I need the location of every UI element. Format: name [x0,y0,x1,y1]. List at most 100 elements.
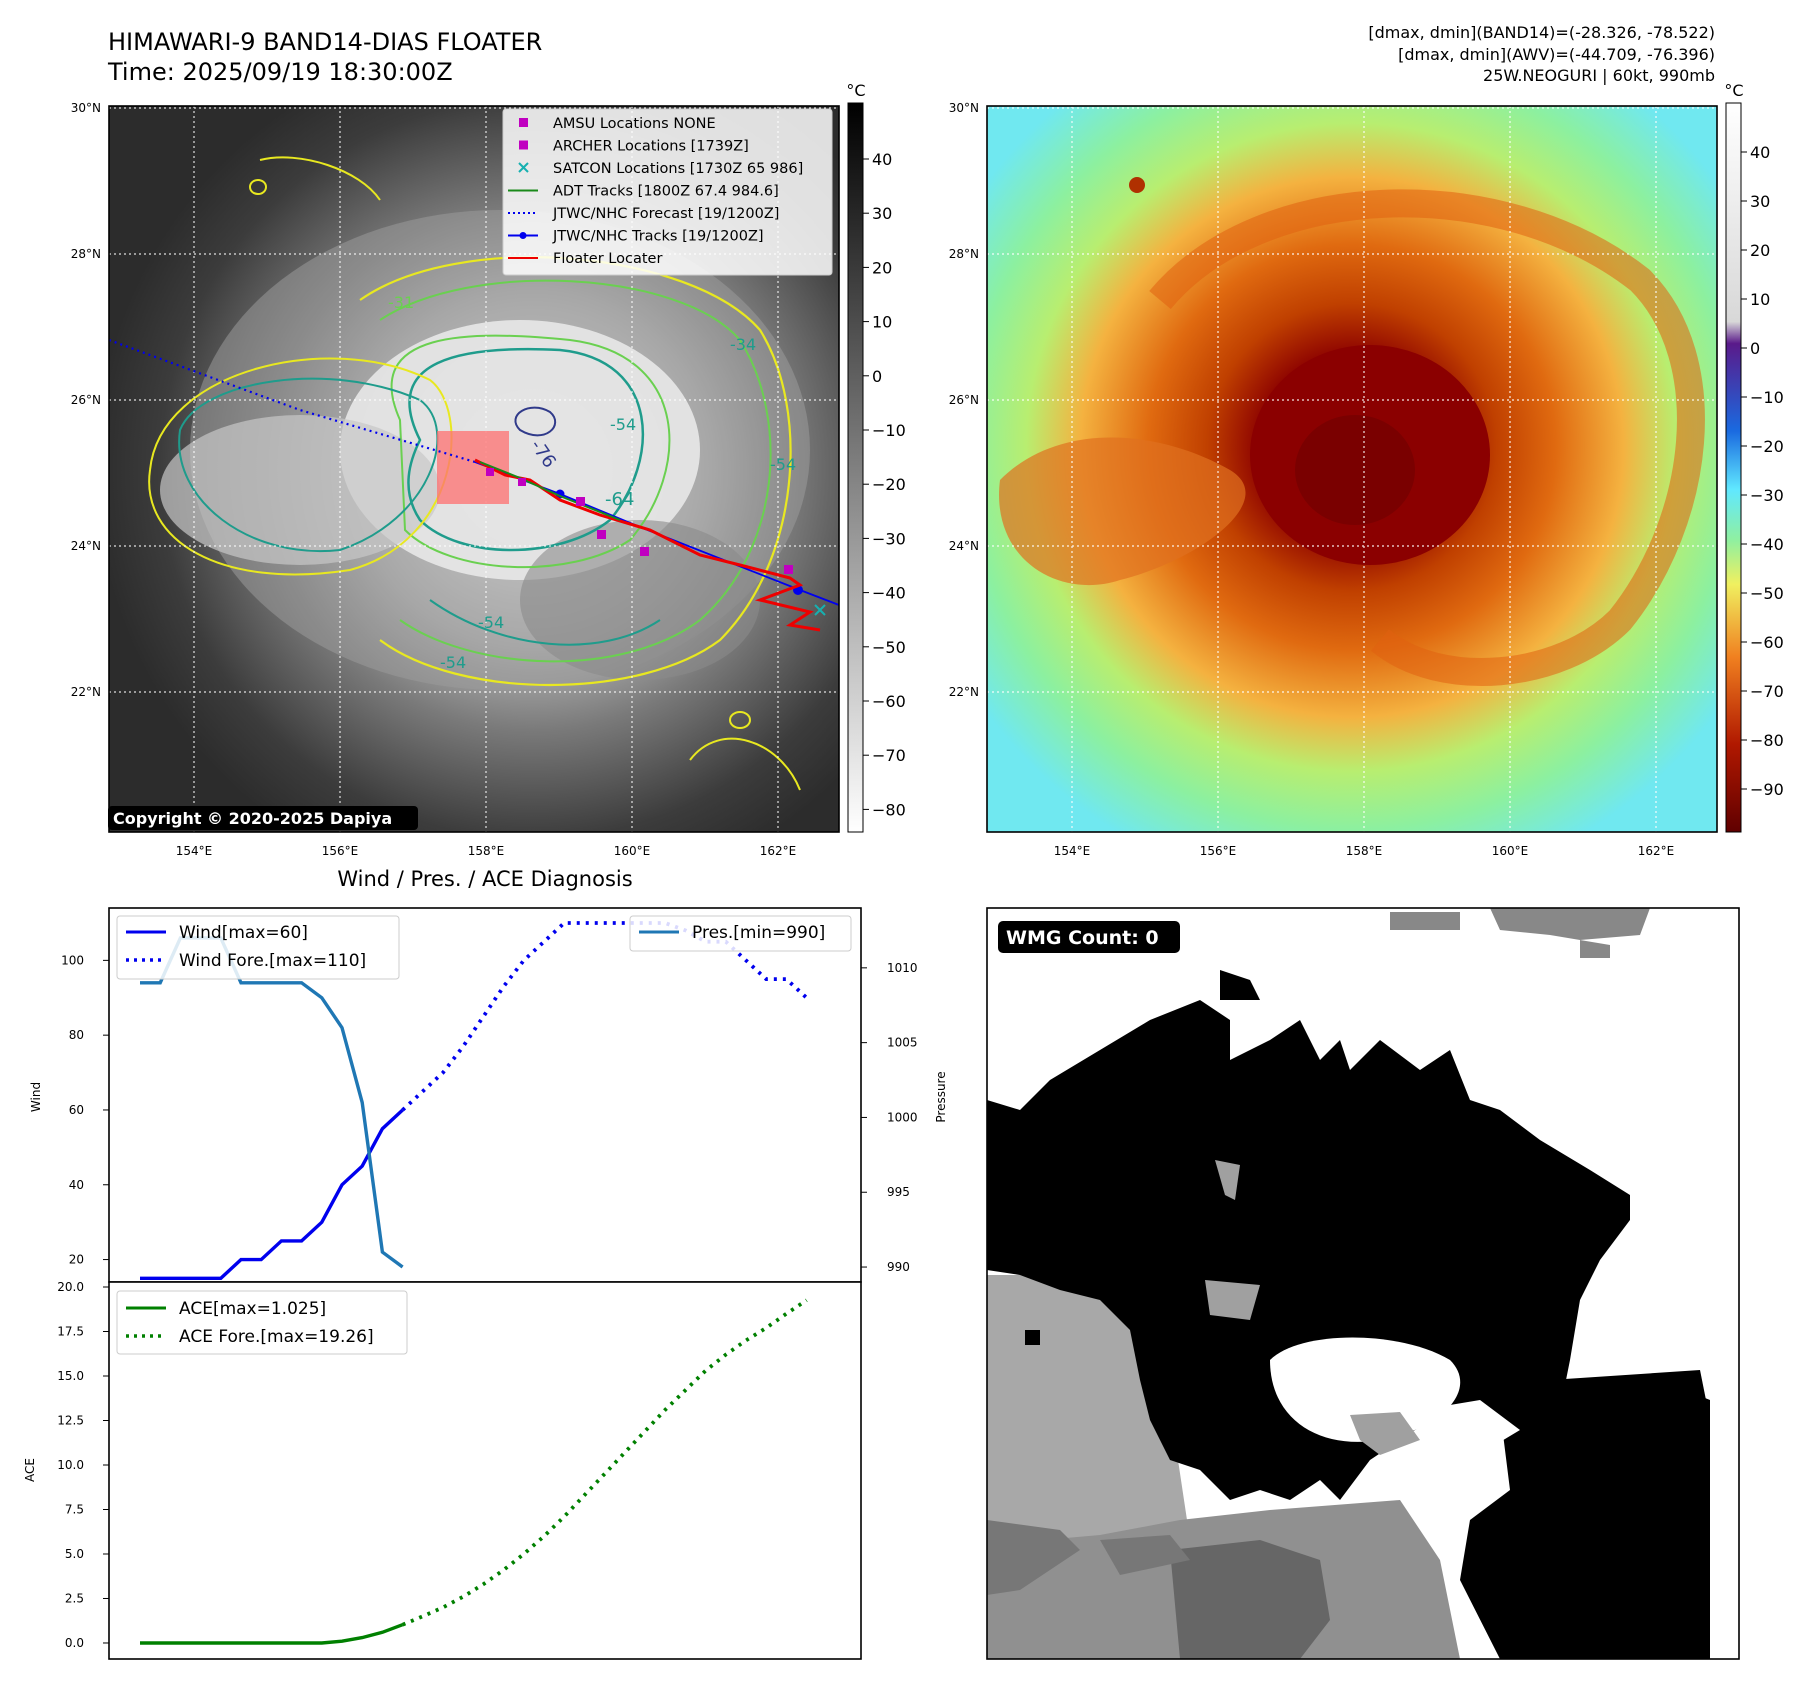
legend-marker-x [518,162,529,173]
archer-marker [486,468,494,476]
contour-label: -54 [770,455,796,474]
pressure-tick-label: 995 [887,1185,910,1199]
ace-tick-label: 20.0 [57,1280,84,1294]
lat-label: 30°N [949,101,979,115]
colorbar-tick-label: 30 [1750,192,1770,211]
wind-pressure-chart: Wind Pressure 100 80 60 40 20 1010 1005 1000 99… [29,907,948,1283]
floater-box [437,431,509,504]
awv-lon-labels: 154°E 156°E 158°E 160°E 162°E [1054,844,1675,858]
lon-label: 154°E [1054,844,1091,858]
colorbar-tick-label: 40 [872,150,892,169]
ace-axis-label: ACE [23,1458,37,1482]
legend-label: Wind[max=60] [179,923,308,943]
contour-label: -64 [605,489,634,510]
legend-label: JTWC/NHC Forecast [19/1200Z] [552,206,779,222]
colorbar-tick-label: 0 [1750,339,1760,358]
archer-marker [576,497,585,506]
ace-tick-label: 12.5 [57,1413,84,1427]
colorbar-tick-label: −10 [872,421,906,440]
ace-tick-label: 17.5 [57,1324,84,1338]
ir-map-frame [108,105,840,833]
colorbar-tick-label: −50 [872,638,906,657]
wind-tick-label: 40 [69,1178,84,1192]
floater-locater-line [474,458,821,632]
colorbar-tick-label: −80 [872,800,906,819]
legend-marker-square [519,118,528,127]
diag-title: Wind / Pres. / ACE Diagnosis [337,867,632,891]
stats-band14: [dmax, dmin](BAND14)=(-28.326, -78.522) [1368,23,1715,42]
lat-label: 28°N [949,247,979,261]
legend-label: ARCHER Locations [1739Z] [553,139,749,155]
ir-lon-labels: 154°E 156°E 158°E 160°E 162°E [176,844,797,858]
copyright-text: Copyright © 2020-2025 Dapiya [113,809,392,828]
colorbar-tick-label: −60 [1750,633,1784,652]
legend-item: SATCON Locations [1730Z 65 986] [518,161,803,177]
map-legend: AMSU Locations NONE ARCHER Locations [173… [502,108,833,276]
figure-time: Time: 2025/09/19 18:30:00Z [107,58,453,86]
wind-tick-label: 100 [61,953,84,967]
ace-tick-label: 7.5 [65,1502,84,1516]
lat-label: 24°N [949,539,979,553]
contour-label: -54 [610,415,636,434]
pressure-legend: Pres.[min=990] [629,915,852,952]
figure-title: HIMAWARI-9 BAND14-DIAS FLOATER [108,28,542,56]
lat-label: 30°N [71,101,101,115]
lon-label: 156°E [1200,844,1237,858]
pressure-tick-label: 990 [887,1260,910,1274]
lon-label: 158°E [1346,844,1383,858]
legend-item: JTWC/NHC Tracks [19/1200Z] [508,229,764,245]
archer-marker [640,547,649,556]
colorbar-tick-label: −60 [872,692,906,711]
colorbar-tick-label: −50 [1750,584,1784,603]
wind-series-line [140,1108,404,1281]
colorbar-tick-label: −30 [872,529,906,548]
wmg-panel [987,908,1739,1659]
legend-label: JTWC/NHC Tracks [19/1200Z] [552,229,764,245]
legend-marker-dot [519,232,527,239]
awv-lat-labels: 30°N 28°N 26°N 24°N 22°N [949,101,979,699]
colorbar-tick-label: −70 [872,746,906,765]
pressure-axis-label: Pressure [934,1071,948,1122]
colorbar-tick-label: −90 [1750,780,1784,799]
wmg-count-text: WMG Count: 0 [1006,927,1159,949]
colorbar-tick-label: −80 [1750,731,1784,750]
wind-axis-label: Wind [29,1082,43,1112]
wind-tick-label: 20 [69,1253,84,1267]
ace-tick-label: 10.0 [57,1458,84,1472]
stats-awv: [dmax, dmin](AWV)=(-44.709, -76.396) [1398,45,1715,64]
legend-marker-square [519,140,528,150]
lat-label: 22°N [949,685,979,699]
colorbar-tick-label: −10 [1750,388,1784,407]
legend-item: AMSU Locations NONE [519,116,716,132]
lon-label: 162°E [1638,844,1675,858]
lon-label: 156°E [322,844,359,858]
lon-label: 162°E [760,844,797,858]
contour-label: -31 [388,293,414,312]
ir-lat-labels: 30°N 28°N 26°N 24°N 22°N [71,101,101,699]
pressure-tick-label: 1000 [887,1110,918,1124]
legend-label: ADT Tracks [1800Z 67.4 984.6] [553,184,779,200]
legend-label: SATCON Locations [1730Z 65 986] [553,161,803,177]
lon-label: 158°E [468,844,505,858]
pressure-tick-label: 1005 [887,1036,918,1050]
legend-label: AMSU Locations NONE [553,116,716,132]
legend-item: ADT Tracks [1800Z 67.4 984.6] [508,184,779,200]
lat-label: 24°N [71,539,101,553]
legend-label: ACE Fore.[max=19.26] [179,1327,374,1347]
storm-info: 25W.NEOGURI | 60kt, 990mb [1483,66,1715,85]
lon-label: 160°E [614,844,651,858]
colorbar-tick-label: 0 [872,367,882,386]
colorbar-unit: °C [1724,81,1743,100]
pressure-tick-label: 1010 [887,961,918,975]
wmg-frame [986,907,1740,1660]
colorbar-tick-label: −20 [872,475,906,494]
wind-tick-label: 60 [69,1103,84,1117]
forecast-track-line [109,338,476,464]
legend-label: ACE[max=1.025] [179,1299,326,1319]
colorbar-tick-label: 40 [1750,143,1770,162]
copyright-badge: Copyright © 2020-2025 Dapiya [108,806,418,830]
ace-forecast-series-line [401,1298,808,1627]
contour-label: -54 [440,653,466,672]
awv-map-panel [987,106,1717,832]
